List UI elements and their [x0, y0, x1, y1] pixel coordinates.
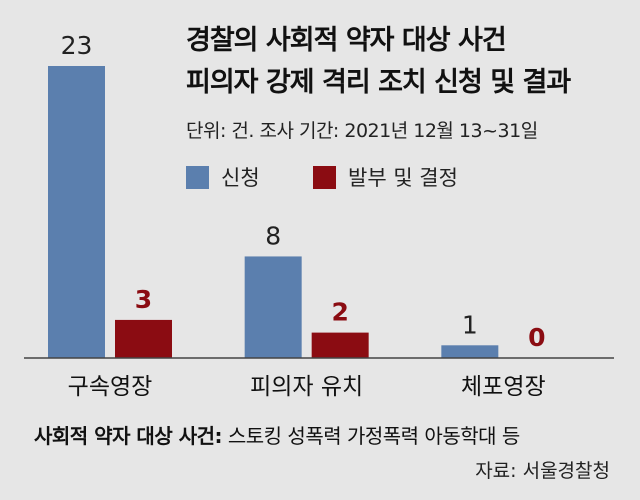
- footnote-text: 스토킹 성폭력 가정폭력 아동학대 등: [222, 424, 520, 448]
- data-label: 2: [331, 298, 348, 327]
- footnote-label: 사회적 약자 대상 사건:: [34, 424, 223, 448]
- legend-label-issued: 발부 및 결정: [348, 166, 458, 190]
- category-label: 피의자 유치: [250, 374, 363, 400]
- data-label: 8: [265, 221, 281, 250]
- bar-issued: [311, 332, 369, 358]
- category-label: 구속영장: [68, 374, 153, 400]
- legend-item-issued: 발부 및 결정: [313, 162, 458, 192]
- data-label: 23: [61, 31, 93, 60]
- bar-application: [48, 66, 105, 358]
- data-label: 0: [528, 323, 545, 352]
- legend-item-application: 신청: [186, 162, 260, 192]
- chart-subtitle: 피의자 강제 격리 조치 신청 및 결과: [186, 67, 571, 98]
- category-label: 체포영장: [461, 374, 546, 400]
- legend-swatch-issued: [313, 165, 336, 189]
- bar-issued: [115, 319, 172, 358]
- legend-swatch-application: [186, 165, 209, 189]
- chart-title: 경찰의 사회적 약자 대상 사건: [186, 25, 507, 56]
- footnote: 사회적 약자 대상 사건: 스토킹 성폭력 가정폭력 아동학대 등: [34, 420, 520, 449]
- bar-application: [441, 345, 499, 358]
- data-label: 3: [135, 285, 152, 314]
- data-label: 1: [462, 310, 478, 339]
- source-note: 자료: 서울경찰청: [475, 460, 610, 482]
- legend-label-application: 신청: [221, 166, 260, 190]
- bar-application: [244, 256, 302, 358]
- chart-unit-note: 단위: 건. 조사 기간: 2021년 12월 13~31일: [186, 120, 538, 142]
